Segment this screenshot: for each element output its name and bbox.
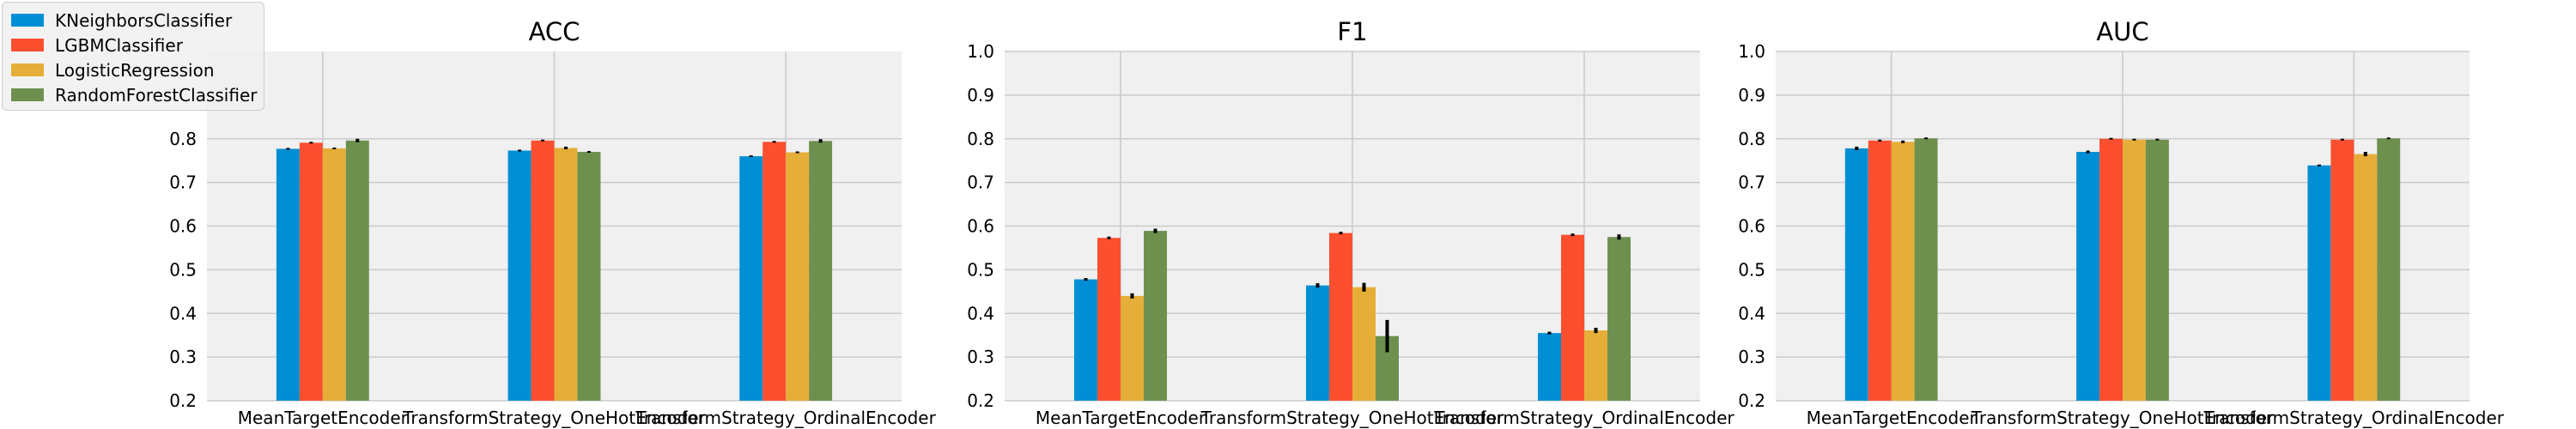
bar-f1-lgbmclassifier-transformstrategy-ordinalencoder	[1561, 234, 1584, 401]
bar-acc-randomforestclassifier-meantargetencoder	[345, 140, 369, 401]
bar-acc-randomforestclassifier-transformstrategy-onehotencoder	[577, 152, 601, 401]
chart-acc: 0.20.30.40.50.60.70.8MeanTargetEncoderTr…	[169, 17, 936, 428]
x-tick-label: TransformStrategy_OrdinalEncoder	[635, 408, 937, 428]
x-tick-label: MeanTargetEncoder	[1807, 408, 1978, 428]
bar-f1-kneighborsclassifier-transformstrategy-onehotencoder	[1306, 285, 1329, 401]
y-tick-label: 0.9	[1738, 85, 1765, 106]
bar-auc-lgbmclassifier-transformstrategy-onehotencoder	[2099, 138, 2123, 401]
y-tick-label: 0.8	[169, 129, 197, 149]
y-tick-label: 0.7	[169, 172, 197, 193]
y-tick-label: 0.2	[967, 390, 994, 411]
bar-acc-kneighborsclassifier-meantargetencoder	[276, 148, 300, 402]
y-tick-label: 1.0	[967, 41, 994, 62]
y-tick-label: 0.3	[169, 347, 197, 367]
bar-auc-kneighborsclassifier-meantargetencoder	[1844, 148, 1868, 401]
bar-auc-randomforestclassifier-transformstrategy-ordinalencoder	[2377, 138, 2401, 401]
bar-f1-logisticregression-transformstrategy-ordinalencoder	[1584, 330, 1607, 401]
y-tick-label: 0.3	[1738, 347, 1765, 367]
bar-auc-logisticregression-transformstrategy-ordinalencoder	[2354, 154, 2378, 401]
bar-acc-lgbmclassifier-transformstrategy-ordinalencoder	[762, 142, 787, 401]
legend: KNeighborsClassifier LGBMClassifier Logi…	[2, 2, 264, 111]
legend-item-logistic: LogisticRegression	[11, 57, 255, 82]
x-tick-label: TransformStrategy_OrdinalEncoder	[2203, 408, 2505, 428]
bar-acc-randomforestclassifier-transformstrategy-ordinalencoder	[809, 141, 833, 401]
legend-label-logistic: LogisticRegression	[55, 59, 215, 81]
legend-item-randomforest: RandomForestClassifier	[11, 82, 258, 107]
bar-f1-randomforestclassifier-meantargetencoder	[1144, 231, 1167, 401]
bar-auc-kneighborsclassifier-transformstrategy-onehotencoder	[2076, 152, 2100, 401]
y-tick-label: 0.6	[1738, 216, 1765, 237]
bar-auc-kneighborsclassifier-transformstrategy-ordinalencoder	[2307, 165, 2331, 401]
bar-f1-logisticregression-transformstrategy-onehotencoder	[1352, 287, 1376, 401]
bar-acc-kneighborsclassifier-transformstrategy-onehotencoder	[507, 150, 532, 401]
y-tick-label: 0.7	[1738, 172, 1765, 193]
y-tick-label: 0.5	[967, 259, 994, 280]
y-tick-label: 1.0	[1738, 41, 1765, 62]
bar-acc-lgbmclassifier-transformstrategy-onehotencoder	[531, 140, 555, 401]
legend-swatch-kneighbors	[11, 14, 44, 27]
y-tick-label: 0.2	[1738, 390, 1765, 411]
bar-auc-logisticregression-meantargetencoder	[1891, 142, 1915, 401]
y-tick-label: 0.6	[169, 216, 197, 237]
y-tick-label: 0.5	[1738, 259, 1765, 280]
bar-f1-randomforestclassifier-transformstrategy-ordinalencoder	[1607, 237, 1631, 401]
bar-f1-kneighborsclassifier-meantargetencoder	[1074, 279, 1097, 401]
x-tick-label: TransformStrategy_OneHotEncoder	[402, 408, 707, 428]
legend-label-kneighbors: KNeighborsClassifier	[55, 9, 233, 31]
bar-acc-kneighborsclassifier-transformstrategy-ordinalencoder	[739, 156, 763, 401]
x-tick-label: TransformStrategy_OrdinalEncoder	[1433, 408, 1735, 428]
x-tick-label: MeanTargetEncoder	[1036, 408, 1206, 428]
x-tick-label: TransformStrategy_OneHotEncoder	[1200, 408, 1505, 428]
legend-item-lgbm: LGBMClassifier	[11, 33, 255, 57]
y-tick-label: 0.4	[1738, 303, 1765, 323]
bar-f1-lgbmclassifier-meantargetencoder	[1097, 238, 1121, 401]
bar-f1-logisticregression-meantargetencoder	[1121, 295, 1144, 401]
bar-acc-logisticregression-transformstrategy-ordinalencoder	[786, 152, 810, 402]
chart-f1: 0.2 0.3 0.4 0.5 0.6 0.7 0.8 0.9 1.0 MeanTargetEnc…	[967, 17, 1735, 428]
x-tick-label: MeanTargetEncoder	[238, 408, 409, 428]
bar-f1-kneighborsclassifier-transformstrategy-ordinalencoder	[1538, 333, 1561, 401]
chart-title: F1	[1337, 17, 1367, 46]
y-tick-label: 0.4	[967, 303, 994, 323]
legend-item-kneighbors: KNeighborsClassifier	[11, 8, 255, 33]
legend-label-randomforest: RandomForestClassifier	[55, 84, 258, 106]
y-tick-label: 0.7	[967, 172, 994, 193]
chart-title: AUC	[2096, 17, 2148, 46]
legend-label-lgbm: LGBMClassifier	[55, 34, 183, 56]
bar-auc-logisticregression-transformstrategy-onehotencoder	[2123, 139, 2146, 401]
bar-auc-lgbmclassifier-meantargetencoder	[1868, 140, 1892, 401]
chart-auc: 0.2 0.3 0.4 0.5 0.6 0.7 0.8 0.9 1.0 MeanTargetEnc…	[1738, 17, 2505, 428]
y-tick-label: 0.8	[1738, 129, 1765, 149]
legend-swatch-logistic	[11, 63, 44, 76]
bar-f1-lgbmclassifier-transformstrategy-onehotencoder	[1329, 233, 1352, 401]
bar-auc-lgbmclassifier-transformstrategy-ordinalencoder	[2330, 139, 2354, 401]
bar-auc-randomforestclassifier-transformstrategy-onehotencoder	[2145, 139, 2169, 401]
bar-acc-logisticregression-transformstrategy-onehotencoder	[554, 148, 578, 401]
bar-acc-logisticregression-meantargetencoder	[322, 148, 346, 401]
y-tick-label: 0.8	[967, 129, 994, 149]
bar-acc-lgbmclassifier-meantargetencoder	[299, 142, 323, 402]
y-tick-label: 0.4	[169, 303, 197, 323]
y-tick-label: 0.3	[967, 347, 994, 367]
y-tick-label: 0.5	[169, 259, 197, 280]
y-tick-label: 0.6	[967, 216, 994, 237]
bar-auc-randomforestclassifier-meantargetencoder	[1914, 138, 1938, 401]
y-tick-label: 0.9	[967, 85, 994, 106]
y-tick-label: 0.2	[169, 390, 197, 411]
chart-title: ACC	[529, 17, 580, 46]
x-tick-label: TransformStrategy_OneHotEncoder	[1971, 408, 2275, 428]
legend-swatch-lgbm	[11, 39, 44, 51]
legend-swatch-randomforest	[11, 88, 44, 101]
